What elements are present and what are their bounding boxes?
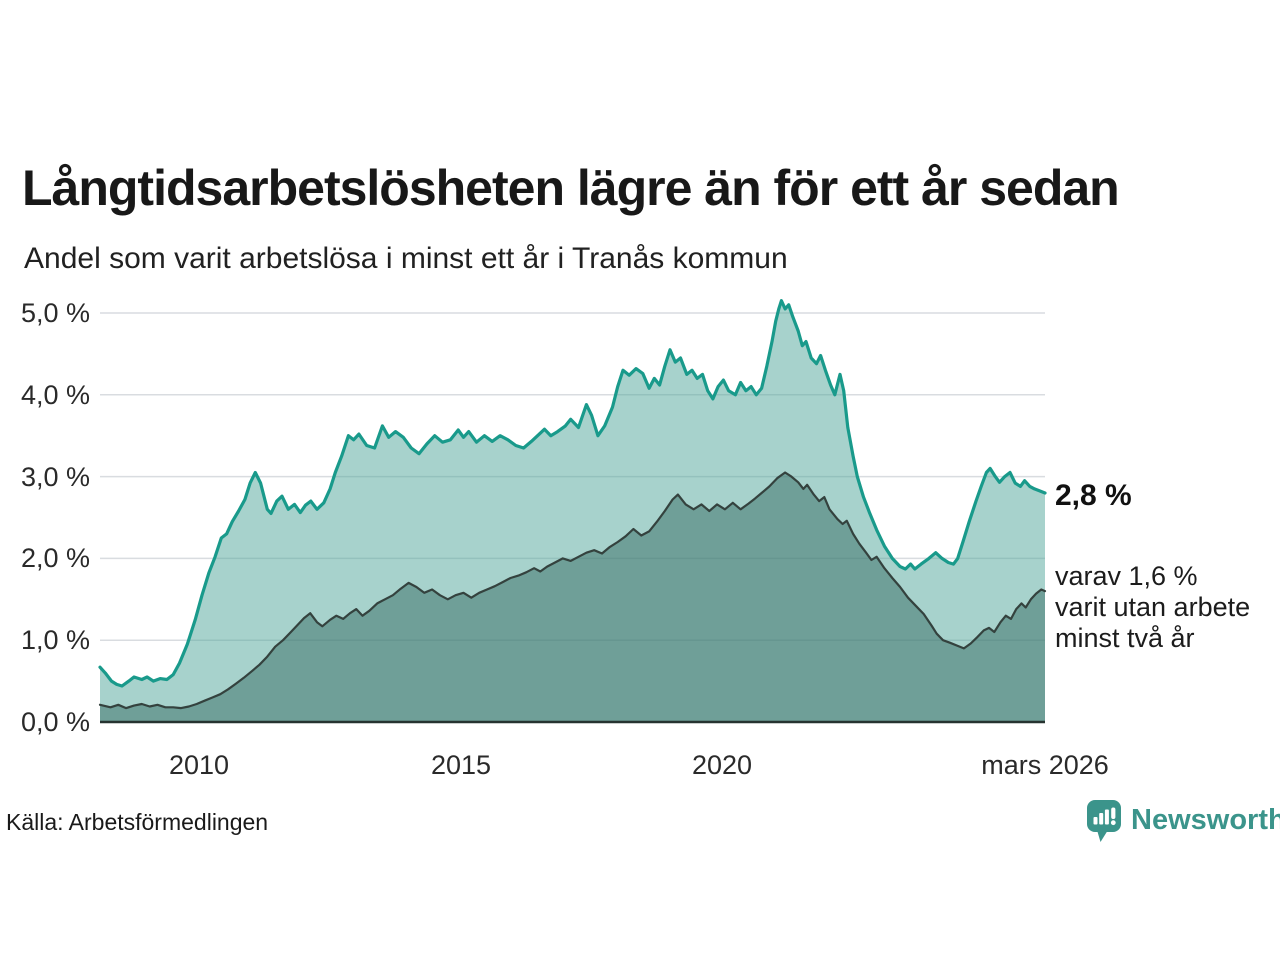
x-axis-tick-label: mars 2026 xyxy=(981,750,1109,780)
y-axis-tick-label: 0,0 % xyxy=(20,707,90,737)
y-axis-tick-label: 2,0 % xyxy=(20,543,90,573)
area-chart-plot xyxy=(98,299,1047,724)
series-line-min-one-year xyxy=(98,299,1047,688)
y-axis-tick-label: 5,0 % xyxy=(20,298,90,328)
secondary-value-note: varav 1,6 % varit utan arbete minst två … xyxy=(1055,561,1250,654)
area-fill-min-two-years xyxy=(100,472,1045,722)
newsworthy-bubble-icon xyxy=(1087,800,1121,842)
chart-subtitle: Andel som varit arbetslösa i minst ett å… xyxy=(24,242,788,275)
latest-value-label: 2,8 % xyxy=(1055,479,1132,512)
x-axis-tick-label: 2020 xyxy=(691,750,753,780)
y-axis-tick-label: 4,0 % xyxy=(20,380,90,410)
page-title: Långtidsarbetslösheten lägre än för ett … xyxy=(22,159,1120,216)
y-axis-tick-label: 3,0 % xyxy=(20,462,90,492)
series-line-min-two-years xyxy=(98,471,1047,710)
source-note: Källa: Arbetsförmedlingen xyxy=(6,809,269,835)
newsworthy-logo: Newsworthy xyxy=(1086,799,1280,847)
secondary-note-line: varav 1,6 % xyxy=(1055,561,1198,591)
x-axis-tick-label: 2015 xyxy=(430,750,492,780)
x-axis-tick-label: 2010 xyxy=(168,750,230,780)
newsworthy-wordmark: Newsworthy xyxy=(1131,804,1280,836)
secondary-note-line: varit utan arbete xyxy=(1055,592,1251,622)
secondary-note-line: minst två år xyxy=(1055,623,1195,653)
y-axis-tick-label: 1,0 % xyxy=(20,625,90,655)
